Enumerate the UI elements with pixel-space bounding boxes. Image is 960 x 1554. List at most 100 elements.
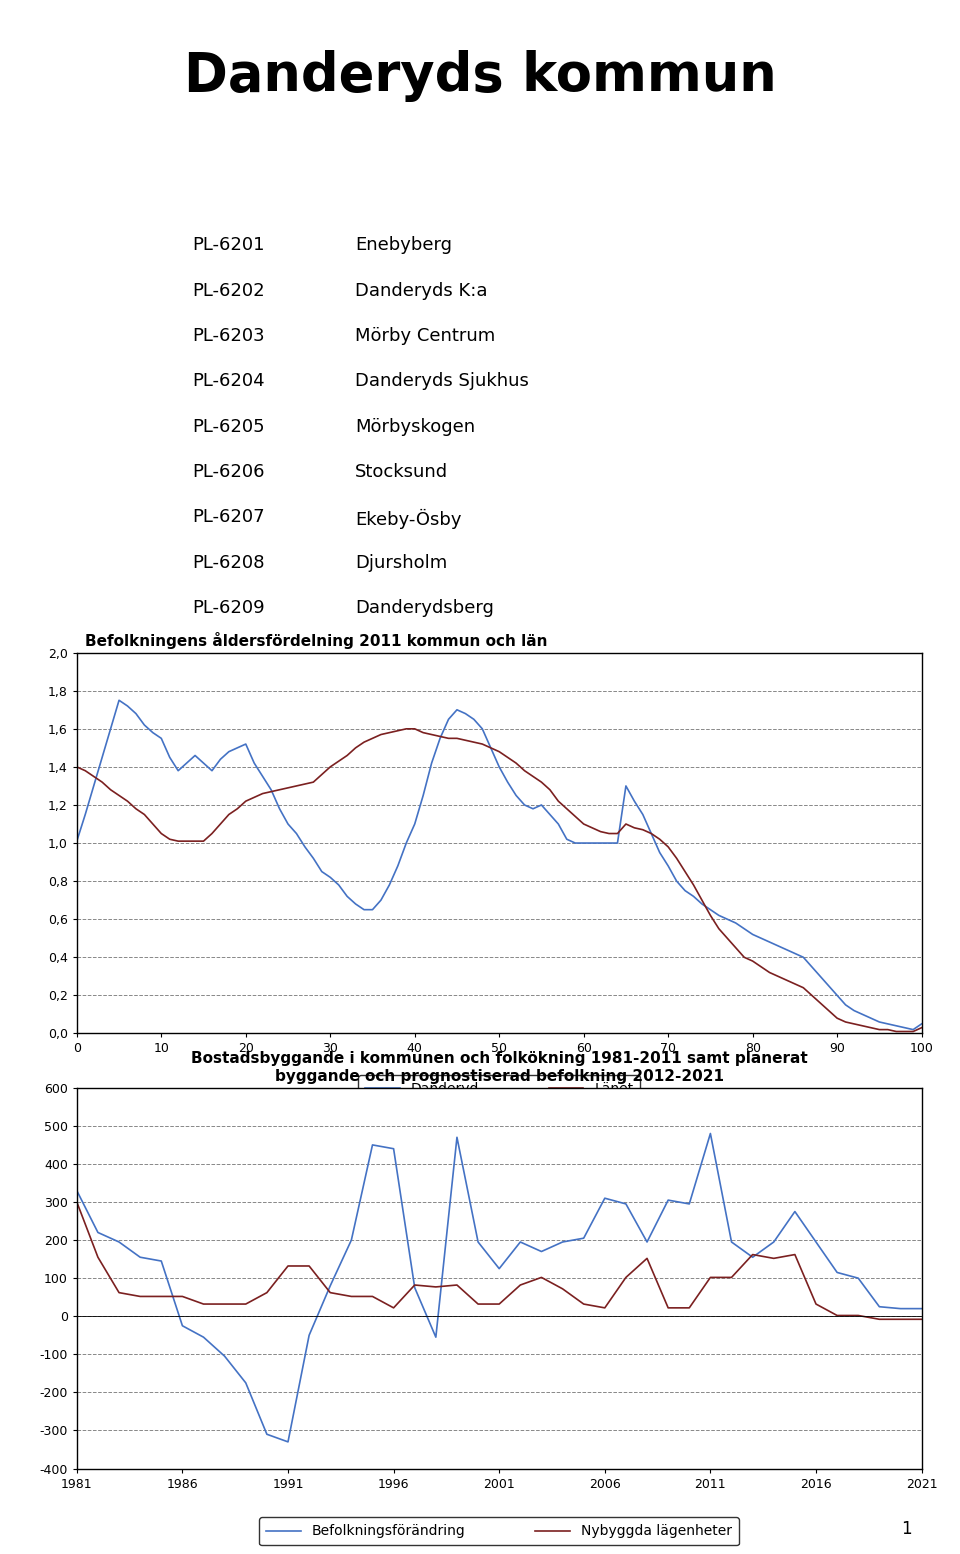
- Länet: [671, 848, 683, 867]
- Danderyd: [916, 1015, 927, 1033]
- Danderyd: [291, 824, 302, 842]
- Befolkningsförändring: [789, 1203, 801, 1221]
- Nybyggda lägenheter: [705, 1268, 716, 1287]
- Nybyggda lägenheter: [92, 1248, 104, 1267]
- Befolkningsförändring: [768, 1232, 780, 1251]
- Line: Danderyd: Danderyd: [77, 701, 922, 1030]
- Befolkningsförändring: [198, 1327, 209, 1346]
- Nybyggda lägenheter: [895, 1310, 906, 1329]
- Line: Länet: Länet: [77, 729, 922, 1032]
- Nybyggda lägenheter: [852, 1307, 864, 1326]
- Text: Mörbyskogen: Mörbyskogen: [355, 418, 475, 435]
- Text: Djursholm: Djursholm: [355, 553, 447, 572]
- Befolkningsförändring: [895, 1299, 906, 1318]
- Länet: [713, 920, 725, 939]
- Legend: Befolkningsförändring, Nybyggda lägenheter: Befolkningsförändring, Nybyggda lägenhet…: [259, 1517, 739, 1545]
- Länet: [131, 799, 142, 817]
- Text: Enebyberg: Enebyberg: [355, 236, 452, 255]
- Nybyggda lägenheter: [198, 1294, 209, 1313]
- Befolkningsförändring: [134, 1248, 146, 1267]
- Nybyggda lägenheter: [831, 1307, 843, 1326]
- Befolkningsförändring: [472, 1232, 484, 1251]
- Nybyggda lägenheter: [177, 1287, 188, 1305]
- Befolkningsförändring: [113, 1232, 125, 1251]
- Befolkningsförändring: [92, 1223, 104, 1242]
- Befolkningsförändring: [156, 1251, 167, 1270]
- Text: PL-6207: PL-6207: [192, 508, 265, 527]
- Nybyggda lägenheter: [240, 1294, 252, 1313]
- Danderyd: [138, 716, 150, 735]
- Nybyggda lägenheter: [71, 1193, 83, 1212]
- Nybyggda lägenheter: [261, 1284, 273, 1302]
- Nybyggda lägenheter: [219, 1294, 230, 1313]
- Nybyggda lägenheter: [367, 1287, 378, 1305]
- Befolkningsförändring: [852, 1268, 864, 1287]
- Nybyggda lägenheter: [515, 1276, 526, 1294]
- Title: Bostadsbyggande i kommunen och folkökning 1981-2011 samt planerat
byggande och p: Bostadsbyggande i kommunen och folköknin…: [191, 1052, 807, 1083]
- Nybyggda lägenheter: [388, 1299, 399, 1318]
- Text: Ekeby-Ösby: Ekeby-Ösby: [355, 508, 462, 528]
- Text: Danderyds K:a: Danderyds K:a: [355, 281, 488, 300]
- Nybyggda lägenheter: [472, 1294, 484, 1313]
- Nybyggda lägenheter: [810, 1294, 822, 1313]
- Nybyggda lägenheter: [916, 1310, 927, 1329]
- Text: Danderydsberg: Danderydsberg: [355, 600, 494, 617]
- Danderyd: [468, 710, 480, 729]
- Nybyggda lägenheter: [726, 1268, 737, 1287]
- Text: Befolkningens åldersfördelning 2011 kommun och län: Befolkningens åldersfördelning 2011 komm…: [85, 632, 548, 648]
- Danderyd: [71, 831, 83, 850]
- Befolkningsförändring: [599, 1189, 611, 1207]
- Nybyggda lägenheter: [557, 1279, 568, 1298]
- Länet: [916, 1018, 927, 1037]
- Nybyggda lägenheter: [684, 1299, 695, 1318]
- Danderyd: [713, 906, 725, 925]
- Befolkningsförändring: [71, 1181, 83, 1200]
- Länet: [71, 757, 83, 775]
- Befolkningsförändring: [324, 1276, 336, 1294]
- Nybyggda lägenheter: [409, 1276, 420, 1294]
- Text: Stocksund: Stocksund: [355, 463, 448, 482]
- Befolkningsförändring: [388, 1139, 399, 1158]
- Befolkningsförändring: [578, 1229, 589, 1248]
- Befolkningsförändring: [261, 1425, 273, 1444]
- Nybyggda lägenheter: [134, 1287, 146, 1305]
- Befolkningsförändring: [916, 1299, 927, 1318]
- Länet: [468, 733, 480, 752]
- Länet: [282, 779, 294, 797]
- Nybyggda lägenheter: [620, 1268, 632, 1287]
- Befolkningsförändring: [367, 1136, 378, 1155]
- Befolkningsförändring: [451, 1128, 463, 1147]
- Befolkningsförändring: [662, 1190, 674, 1209]
- Legend: Danderyd, Länet: Danderyd, Länet: [358, 1075, 640, 1103]
- Line: Nybyggda lägenheter: Nybyggda lägenheter: [77, 1203, 922, 1319]
- Befolkningsförändring: [874, 1298, 885, 1316]
- Befolkningsförändring: [282, 1433, 294, 1451]
- Danderyd: [671, 872, 683, 890]
- Nybyggda lägenheter: [768, 1249, 780, 1268]
- Befolkningsförändring: [303, 1326, 315, 1344]
- Befolkningsförändring: [684, 1195, 695, 1214]
- Befolkningsförändring: [705, 1124, 716, 1142]
- Text: Danderyds Sjukhus: Danderyds Sjukhus: [355, 373, 529, 390]
- Länet: [400, 720, 412, 738]
- Befolkningsförändring: [831, 1263, 843, 1282]
- Text: PL-6208: PL-6208: [192, 553, 265, 572]
- Danderyd: [587, 833, 598, 852]
- Nybyggda lägenheter: [662, 1299, 674, 1318]
- Nybyggda lägenheter: [747, 1245, 758, 1263]
- Befolkningsförändring: [177, 1316, 188, 1335]
- Befolkningsförändring: [726, 1232, 737, 1251]
- Nybyggda lägenheter: [874, 1310, 885, 1329]
- Befolkningsförändring: [430, 1327, 442, 1346]
- Nybyggda lägenheter: [578, 1294, 589, 1313]
- Befolkningsförändring: [240, 1374, 252, 1392]
- Nybyggda lägenheter: [430, 1277, 442, 1296]
- Text: PL-6204: PL-6204: [192, 373, 265, 390]
- Befolkningsförändring: [747, 1248, 758, 1267]
- Befolkningsförändring: [409, 1279, 420, 1298]
- Länet: [587, 819, 598, 838]
- Nybyggda lägenheter: [599, 1299, 611, 1318]
- Befolkningsförändring: [219, 1347, 230, 1366]
- Nybyggda lägenheter: [451, 1276, 463, 1294]
- Befolkningsförändring: [641, 1232, 653, 1251]
